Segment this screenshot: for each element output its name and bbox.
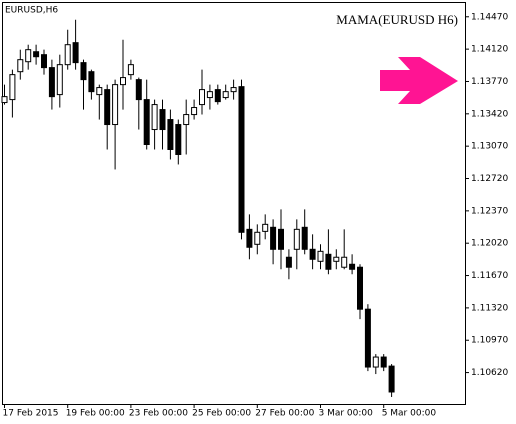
candle-body [372,356,379,368]
candle-body [309,248,316,260]
indicator-label: MAMA(EURUSD H6) [336,12,458,27]
candle-body [80,62,87,81]
candle-body [151,104,158,131]
y-tick-label: 1.13070 [471,142,508,152]
candle-body [104,89,111,126]
candle-body [191,107,198,116]
candle-body [301,226,308,250]
candle-body [214,89,221,103]
plot-frame [2,2,466,405]
candle-body [246,228,253,248]
candle-body [254,231,261,245]
y-tick-label: 1.11670 [471,271,508,281]
y-tick-label: 1.10620 [471,368,508,378]
y-tick-label: 1.14470 [471,12,508,22]
x-tick-label: 3 Mar 00:00 [319,409,374,419]
candle-body [17,59,24,73]
candle-body [120,77,126,86]
x-tick-label: 23 Feb 00:00 [129,409,188,419]
candle-body [270,226,277,250]
candle-body [48,67,55,98]
candle-body [167,119,174,150]
candle-body [238,86,245,233]
candle-body [325,253,332,270]
candle-body [333,256,340,262]
candle-body [262,223,269,232]
chart-title: EURUSD,H6 [5,6,58,16]
candle-body [222,91,229,99]
y-tick-label: 1.12020 [471,239,508,249]
candle-body [143,99,150,146]
candle-body [175,124,182,155]
candle-body [41,54,47,69]
candle-body [206,91,213,99]
y-tick-label: 1.10970 [471,336,508,346]
candle-body [199,89,205,106]
candle-body [96,87,103,96]
y-tick-label: 1.14120 [471,45,508,55]
candle-body [183,114,190,126]
candle-body [341,256,348,268]
candle-body [293,228,300,250]
y-tick-label: 1.12720 [471,174,508,184]
candle-body [285,256,292,268]
candle-body [364,308,371,368]
candle-body [159,109,166,131]
x-tick-label: 27 Feb 00:00 [255,409,314,419]
candle-body [317,250,324,262]
candle-body [56,64,63,96]
candle-body [64,44,71,66]
y-tick-label: 1.11320 [471,303,508,313]
candle-body [1,96,8,104]
candle-body [9,74,16,101]
candle-body [230,87,237,93]
y-tick-label: 1.13420 [471,109,508,119]
arrow-icon [380,57,458,104]
candle-body [25,49,32,63]
candle-body [88,71,95,93]
y-tick-label: 1.12370 [471,206,508,216]
candle-body [357,266,363,310]
candle-body [112,84,119,126]
candle-body [278,228,284,250]
y-tick-label: 1.13770 [471,77,508,87]
x-tick-label: 19 Feb 00:00 [66,409,125,419]
candle-body [388,365,395,393]
candle-body [349,263,356,270]
candle-body [127,64,134,76]
x-tick-label: 25 Feb 00:00 [192,409,251,419]
candle-body [380,356,387,368]
candle-body [33,51,40,58]
candle-body [135,79,142,101]
candle-body [72,42,79,64]
x-tick-label: 5 Mar 00:00 [382,409,437,419]
x-tick-label: 17 Feb 2015 [3,409,59,419]
